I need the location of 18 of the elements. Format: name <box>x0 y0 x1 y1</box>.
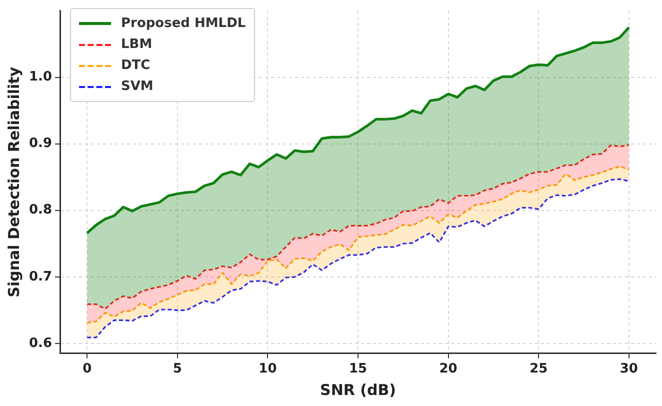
y-axis-title: Signal Detection Reliability <box>4 66 23 298</box>
y-tick-label: 0.7 <box>29 269 52 284</box>
y-tick-label: 0.9 <box>29 136 52 152</box>
x-axis-title: SNR (dB) <box>320 380 396 399</box>
y-tick-label: 0.8 <box>29 202 52 218</box>
legend-label: DTC <box>121 58 150 73</box>
legend-label: LBM <box>121 37 152 52</box>
x-tick-label: 15 <box>348 362 368 377</box>
x-tick-label: 5 <box>172 362 182 377</box>
x-tick-label: 20 <box>439 362 458 377</box>
y-tick-label: 0.6 <box>29 336 52 351</box>
legend-label: Proposed HMLDL <box>121 16 246 31</box>
legend-label: SVM <box>121 79 154 94</box>
x-tick-label: 25 <box>530 362 548 377</box>
y-tick-label: 1.0 <box>29 70 52 85</box>
x-tick-label: 30 <box>620 362 638 377</box>
x-tick-label: 10 <box>258 362 277 377</box>
x-tick-label: 0 <box>82 362 92 377</box>
